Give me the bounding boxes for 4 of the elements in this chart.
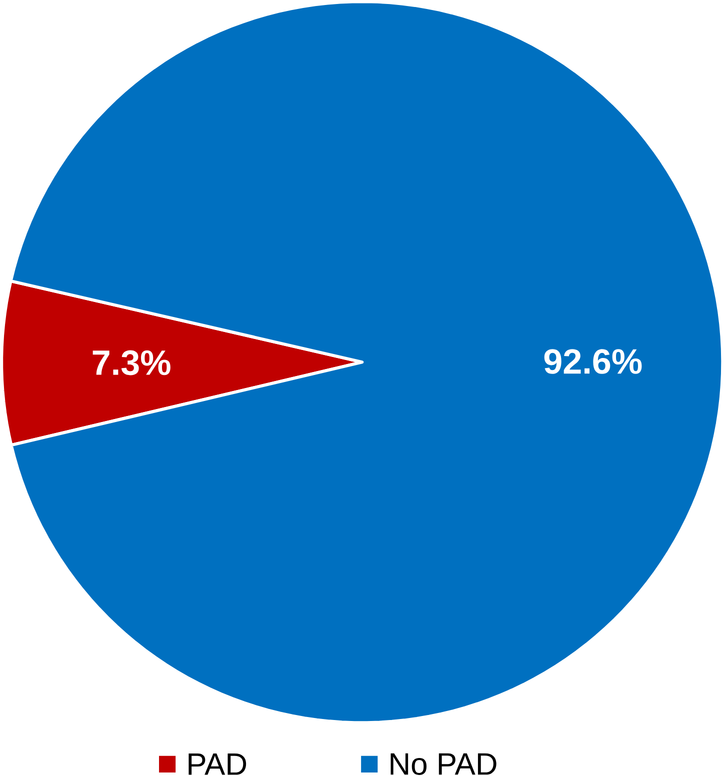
legend-label: PAD: [188, 754, 246, 775]
data-label: 7.3%: [92, 350, 170, 376]
data-label: 92.6%: [544, 349, 642, 374]
legend-label: No PAD: [390, 753, 496, 775]
